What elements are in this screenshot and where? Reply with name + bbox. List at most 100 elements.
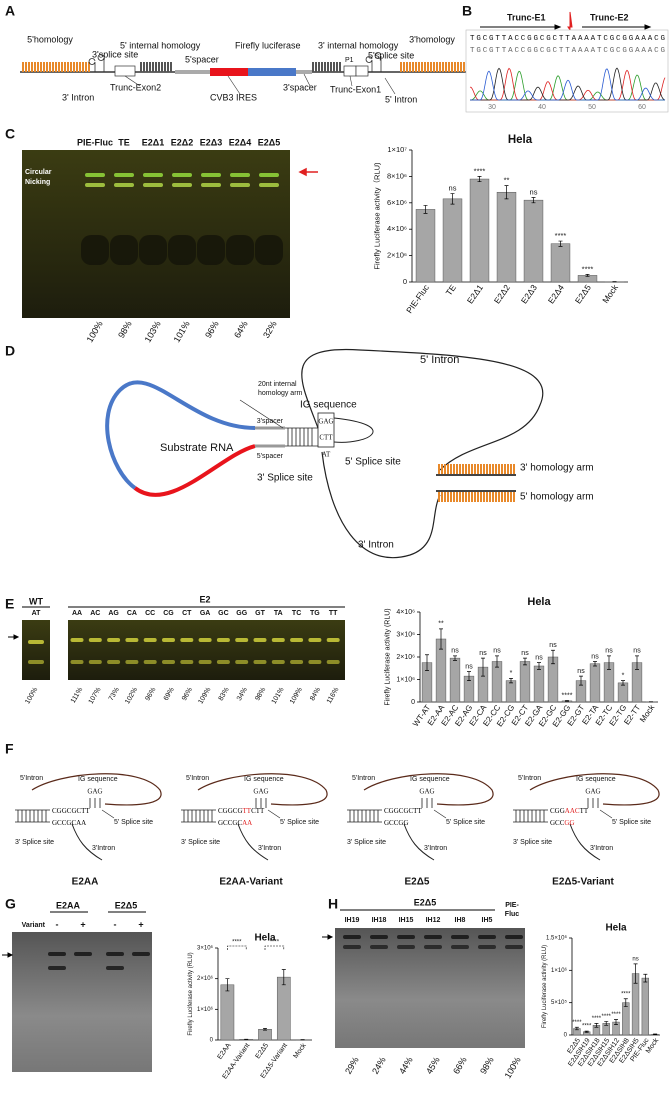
sequence: CGGCGCTT [52,807,90,815]
bracket-label: **** [270,940,280,946]
label: 3' internal homology [318,40,399,50]
pairing [421,798,433,808]
percent: 44% [397,1055,415,1076]
axis-label: 40 [538,104,546,111]
seq-segment: CGGCGCTT [52,807,90,815]
band [326,638,340,642]
comb-tooth [25,62,27,72]
axis-label: 50 [588,104,596,111]
comb-tooth [457,62,459,72]
label: 5'spacer [257,453,284,460]
band [107,660,121,664]
band [505,935,523,939]
pointer [433,809,447,819]
error-bar [614,1019,618,1025]
y-tick-label: 8×10⁶ [387,171,407,180]
y-axis-label: Firefly Luciferase activity (RLU) [188,952,194,1035]
band [180,638,194,642]
significance: ns [479,650,487,657]
significance: ns [449,184,457,193]
lane-label: CC [145,610,155,617]
comb-tooth [49,62,51,72]
label: GAG [419,788,434,796]
band [259,183,279,187]
band [308,660,322,664]
comb-tooth [507,492,509,502]
significance: **** [592,1016,602,1022]
label: homology arm [258,390,303,397]
label: 3'homology [409,34,455,44]
band [106,966,124,970]
panel-label: C [5,126,15,142]
band [48,952,66,956]
error-bar [467,671,471,681]
panel-label: G [5,896,16,912]
label: 3' Splice site [513,839,552,846]
error-bar [604,1021,609,1026]
comb-tooth [321,62,323,72]
comb-tooth [468,492,470,502]
x-tick-label: E2Δ3 [519,282,539,305]
comb-tooth [501,492,503,502]
lane-label: CT [182,610,192,617]
lane-label: TC [292,610,301,617]
error-bar [281,969,286,986]
significance: ns [633,648,641,655]
strand [436,490,516,492]
comb-tooth [438,492,440,502]
bracket-label: **** [232,940,242,946]
significance: ns [549,642,557,649]
percent: 107% [88,686,103,705]
bar [491,661,503,703]
band [88,660,102,664]
comb-tooth [513,464,515,474]
band [343,935,361,939]
band [172,173,192,177]
significance: **** [611,1012,621,1018]
comb-tooth [492,464,494,474]
label: 3'spacer [257,418,284,425]
lane-label: E2Δ3 [200,137,222,147]
label: 5' Intron [420,354,459,366]
label: CVB3 IRES [210,92,257,102]
y-tick-label: 0 [411,699,415,706]
comb-tooth [501,464,503,474]
intron-line [31,773,162,806]
comb-tooth [471,464,473,474]
comb-tooth [61,62,63,72]
comb-tooth [465,464,467,474]
ladder [347,809,382,823]
band [143,660,157,664]
error-bar [574,1026,579,1031]
label: E2Δ5 [414,897,436,907]
comb-tooth [327,62,329,72]
comb-tooth [318,62,320,72]
panel-label: D [5,343,15,359]
percent: 98% [478,1055,496,1076]
x-tick-label: E2Δ1 [465,282,485,305]
significance: ns [577,668,585,675]
percent: 24% [370,1055,388,1076]
panel-label: H [328,896,338,912]
significance: **** [621,991,631,997]
percent: 66% [451,1055,469,1076]
comb-tooth [43,62,45,72]
diagram-title: E2Δ5-Variant [552,877,614,888]
comb-tooth [456,492,458,502]
y-tick-label: 1×10⁶ [396,676,415,683]
intron3-line [237,823,269,861]
error-bar [531,197,536,204]
band [180,660,194,664]
lane-label: TE [118,137,130,147]
y-tick-label: 3×10⁶ [197,945,214,952]
seq-segment: AAC [565,807,580,815]
band [253,638,267,642]
x-tick-label: E2Δ2 [492,282,512,305]
comb-tooth [450,464,452,474]
comb-tooth [406,62,408,72]
comb-tooth [409,62,411,72]
significance: ** [504,176,510,185]
percent: 100% [503,1055,523,1080]
pairing [89,798,101,808]
y-tick-label: 5×10⁵ [551,999,568,1006]
